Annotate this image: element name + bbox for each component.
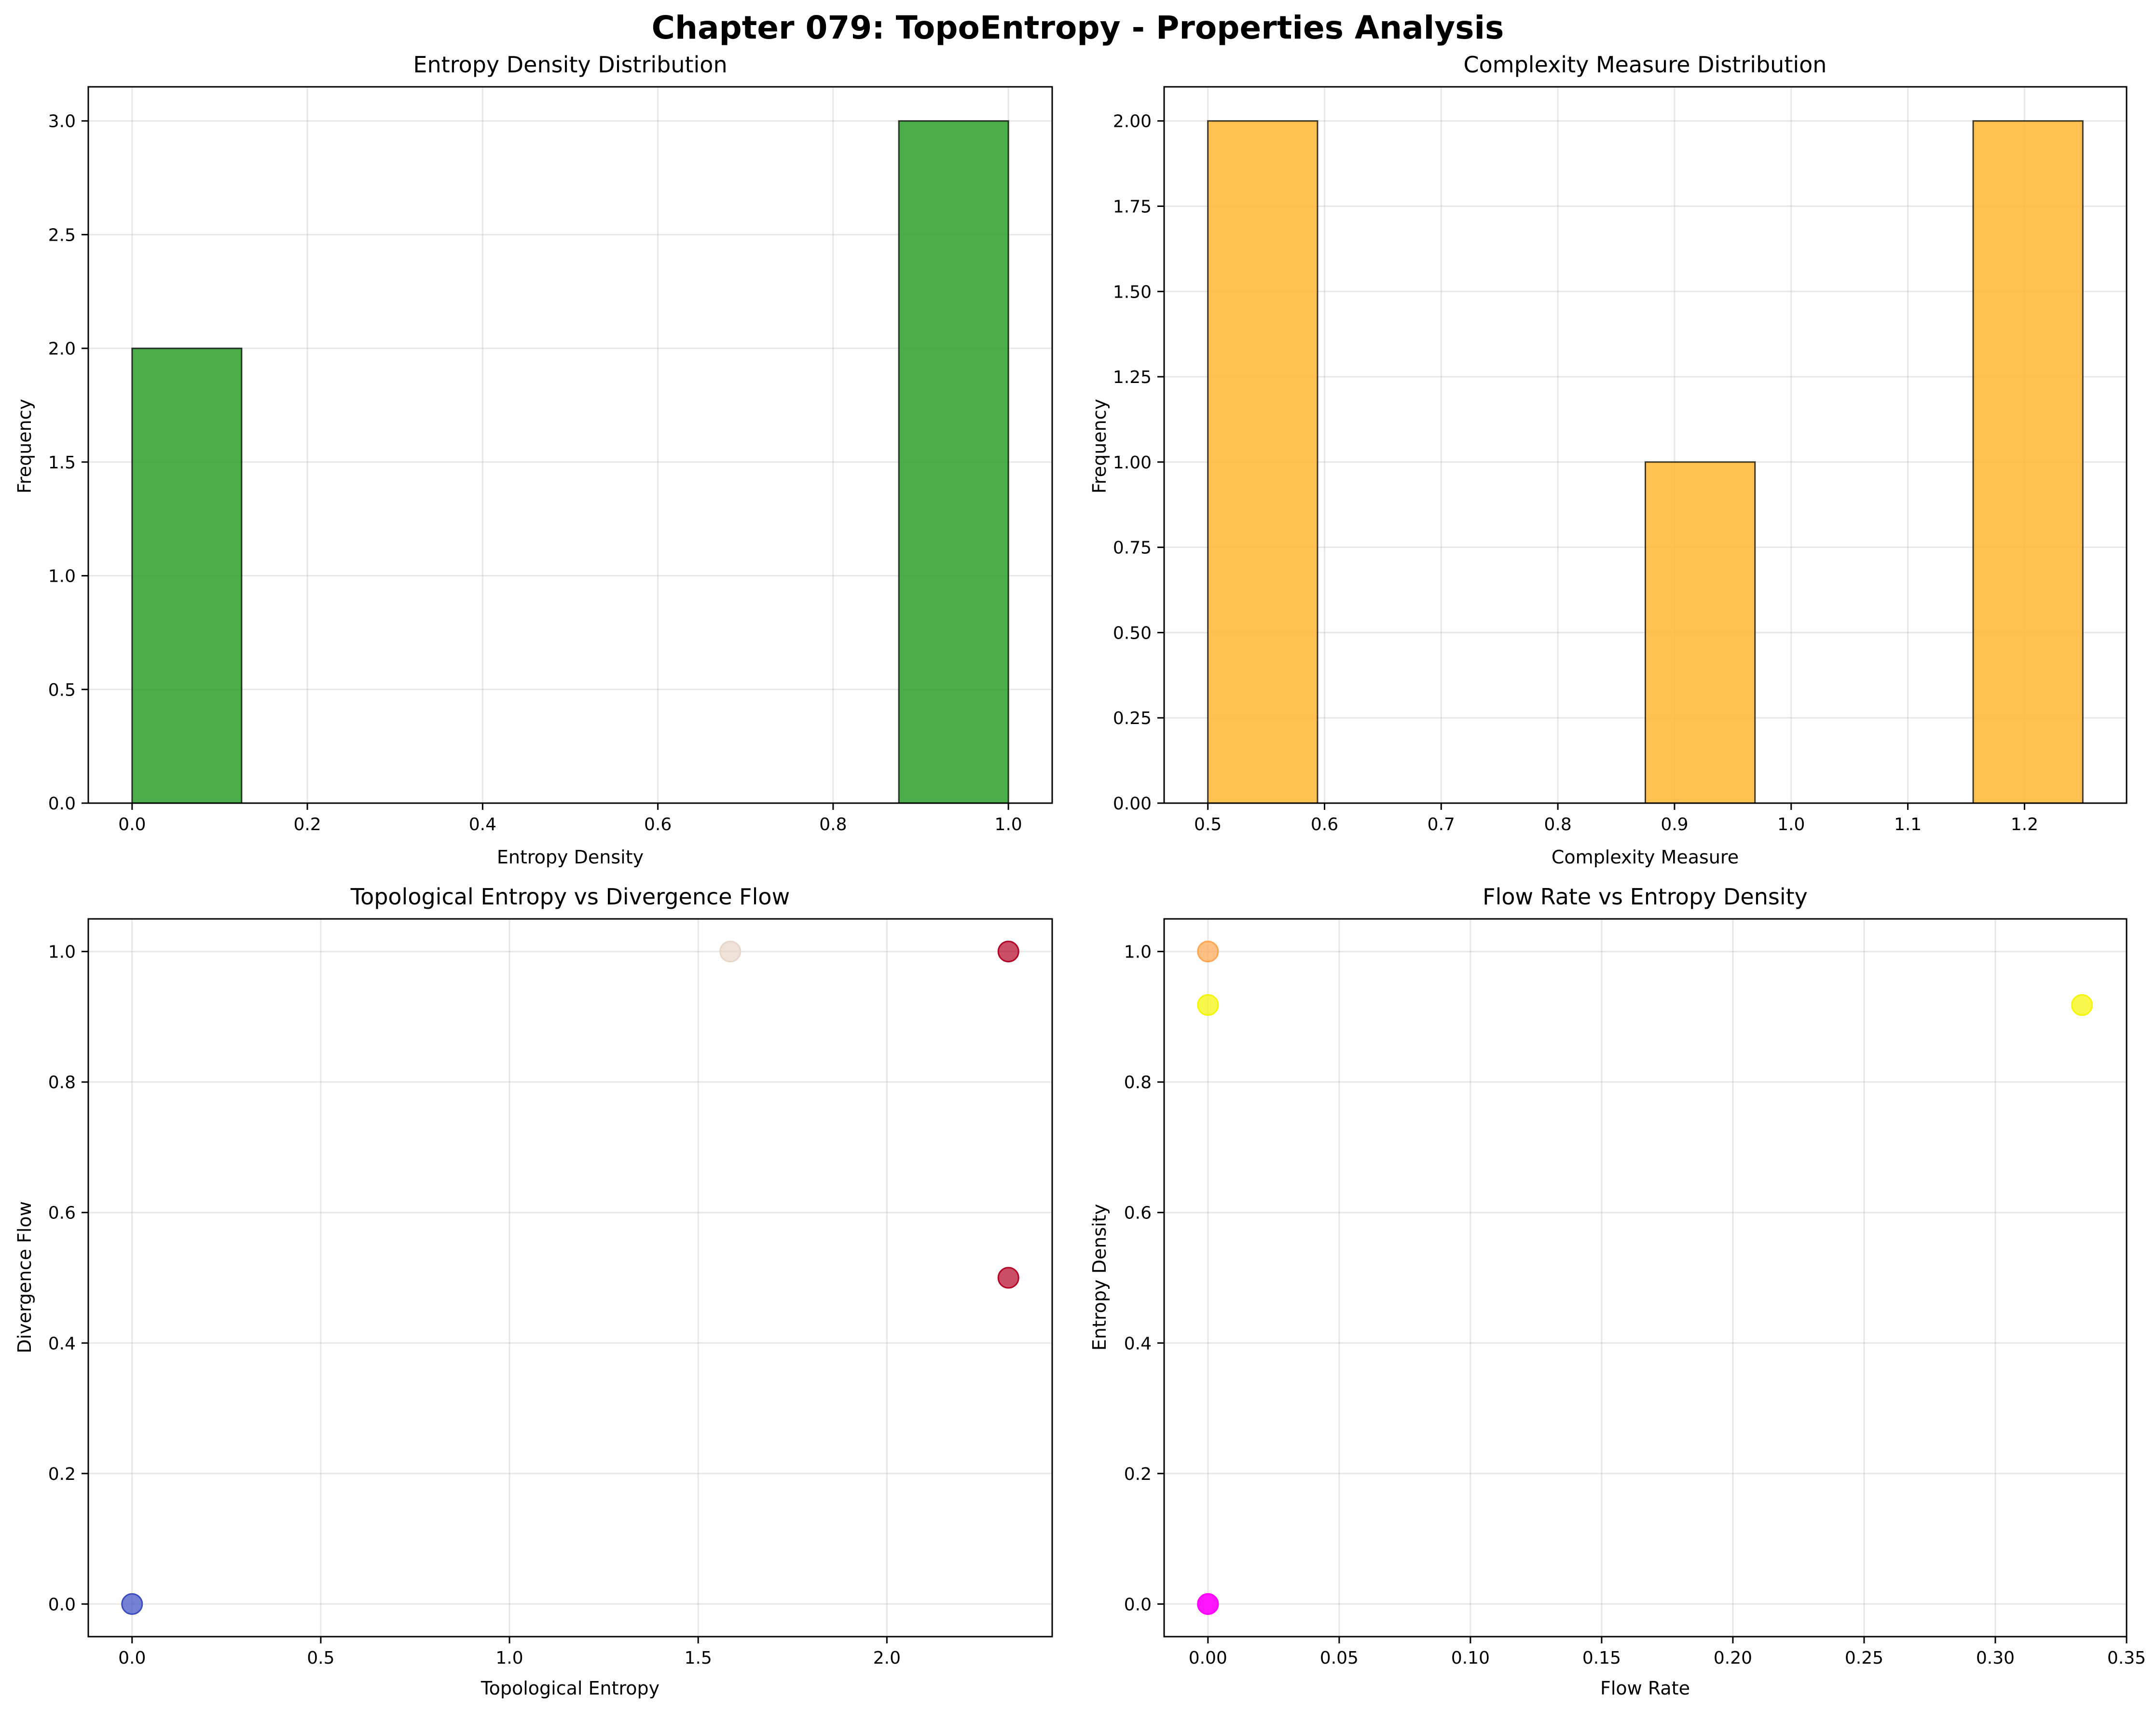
y-tick-label: 0.50	[1113, 623, 1152, 643]
x-tick-label: 0.8	[819, 815, 847, 834]
scatter-point	[1197, 1593, 1219, 1615]
scatter-point	[1197, 994, 1219, 1016]
y-tick-label: 3.0	[48, 112, 76, 132]
x-axis-label: Entropy Density	[497, 847, 644, 868]
complexity-measure-histogram: Complexity Measure Distribution Complexi…	[1089, 52, 2128, 868]
x-tick-label: 0.9	[1661, 815, 1688, 834]
x-tick-label: 1.5	[685, 1648, 712, 1668]
x-tick-label: 0.30	[1976, 1648, 2015, 1668]
y-axis-label: Frequency	[1089, 399, 1110, 493]
y-tick-label: 0.25	[1113, 709, 1152, 728]
x-axis-label: Topological Entropy	[481, 1678, 659, 1699]
y-tick-label: 0.0	[1124, 1595, 1152, 1614]
y-tick-label: 0.8	[1124, 1073, 1152, 1093]
y-tick-label: 2.0	[48, 339, 76, 359]
scatter-point	[719, 941, 742, 963]
x-tick-label: 0.8	[1544, 815, 1572, 834]
y-tick-label: 2.00	[1113, 112, 1152, 132]
x-tick-label: 0.4	[469, 815, 496, 834]
x-tick-label: 0.5	[307, 1648, 334, 1668]
x-tick-label: 0.2	[293, 815, 321, 834]
axes-frame	[1163, 918, 2128, 1638]
y-axis-label: Entropy Density	[1089, 1204, 1110, 1351]
entropy-density-histogram: Entropy Density Distribution Entropy Den…	[14, 52, 1053, 868]
x-axis-label: Complexity Measure	[1552, 847, 1739, 868]
scatter-point	[121, 1593, 143, 1615]
x-tick-label: 0.25	[1845, 1648, 1883, 1668]
y-tick-label: 0.6	[1124, 1203, 1152, 1223]
x-tick-label: 1.2	[2011, 815, 2038, 834]
y-tick-label: 1.00	[1113, 453, 1152, 473]
topological-entropy-vs-divergence-flow-scatter: Topological Entropy vs Divergence Flow T…	[14, 884, 1053, 1699]
x-tick-label: 0.0	[118, 815, 146, 834]
x-tick-label: 2.0	[873, 1648, 901, 1668]
flow-rate-vs-entropy-density-scatter: Flow Rate vs Entropy Density Flow Rate E…	[1089, 884, 2146, 1699]
y-tick-label: 0.6	[48, 1203, 76, 1223]
panel-title: Topological Entropy vs Divergence Flow	[350, 884, 790, 910]
axes-frame	[1163, 86, 2128, 804]
x-tick-label: 0.5	[1194, 815, 1222, 834]
histogram-bar	[1207, 120, 1318, 804]
y-tick-label: 0.75	[1113, 538, 1152, 558]
x-tick-label: 1.0	[995, 815, 1022, 834]
x-tick-label: 0.00	[1189, 1648, 1227, 1668]
histogram-bar	[131, 347, 243, 804]
x-tick-label: 1.0	[495, 1648, 523, 1668]
x-tick-label: 0.05	[1320, 1648, 1359, 1668]
x-tick-label: 1.0	[1777, 815, 1805, 834]
histogram-bar	[1972, 120, 2084, 804]
axes-frame	[87, 86, 1053, 804]
y-tick-label: 0.8	[48, 1073, 76, 1093]
y-axis-label: Frequency	[14, 399, 35, 493]
scatter-point	[2071, 994, 2093, 1016]
y-tick-label: 2.5	[48, 225, 76, 245]
x-tick-label: 0.7	[1428, 815, 1455, 834]
y-tick-label: 1.0	[48, 567, 76, 587]
x-tick-label: 0.10	[1451, 1648, 1490, 1668]
y-axis-label: Divergence Flow	[14, 1201, 35, 1353]
y-tick-label: 0.5	[48, 680, 76, 700]
panel-title: Entropy Density Distribution	[413, 52, 727, 78]
histogram-bar	[898, 120, 1009, 804]
x-axis-label: Flow Rate	[1600, 1678, 1690, 1699]
x-tick-label: 0.0	[118, 1648, 146, 1668]
y-tick-label: 0.0	[48, 794, 76, 814]
figure-title: Chapter 079: TopoEntropy - Properties An…	[652, 9, 1504, 46]
scatter-point	[997, 1267, 1019, 1289]
panel-title: Flow Rate vs Entropy Density	[1483, 884, 1808, 910]
y-tick-label: 1.75	[1113, 197, 1152, 217]
histogram-bar	[1645, 461, 1756, 804]
x-tick-label: 0.35	[2107, 1648, 2146, 1668]
x-tick-label: 1.1	[1894, 815, 1922, 834]
y-tick-label: 0.2	[48, 1464, 76, 1484]
scatter-point	[1197, 941, 1219, 963]
x-tick-label: 0.6	[1311, 815, 1338, 834]
y-tick-label: 0.4	[1124, 1334, 1152, 1354]
y-tick-label: 0.2	[1124, 1464, 1152, 1484]
y-tick-label: 1.0	[1124, 943, 1152, 962]
scatter-point	[997, 941, 1019, 963]
y-tick-label: 1.50	[1113, 282, 1152, 302]
y-tick-label: 0.4	[48, 1334, 76, 1354]
y-tick-label: 1.0	[48, 943, 76, 962]
y-tick-label: 1.5	[48, 453, 76, 473]
y-tick-label: 0.00	[1113, 794, 1152, 814]
y-tick-label: 1.25	[1113, 368, 1152, 387]
axes-frame	[87, 918, 1053, 1638]
x-tick-label: 0.6	[644, 815, 672, 834]
x-tick-label: 0.15	[1582, 1648, 1621, 1668]
y-tick-label: 0.0	[48, 1595, 76, 1614]
panel-title: Complexity Measure Distribution	[1464, 52, 1827, 78]
x-tick-label: 0.20	[1714, 1648, 1752, 1668]
